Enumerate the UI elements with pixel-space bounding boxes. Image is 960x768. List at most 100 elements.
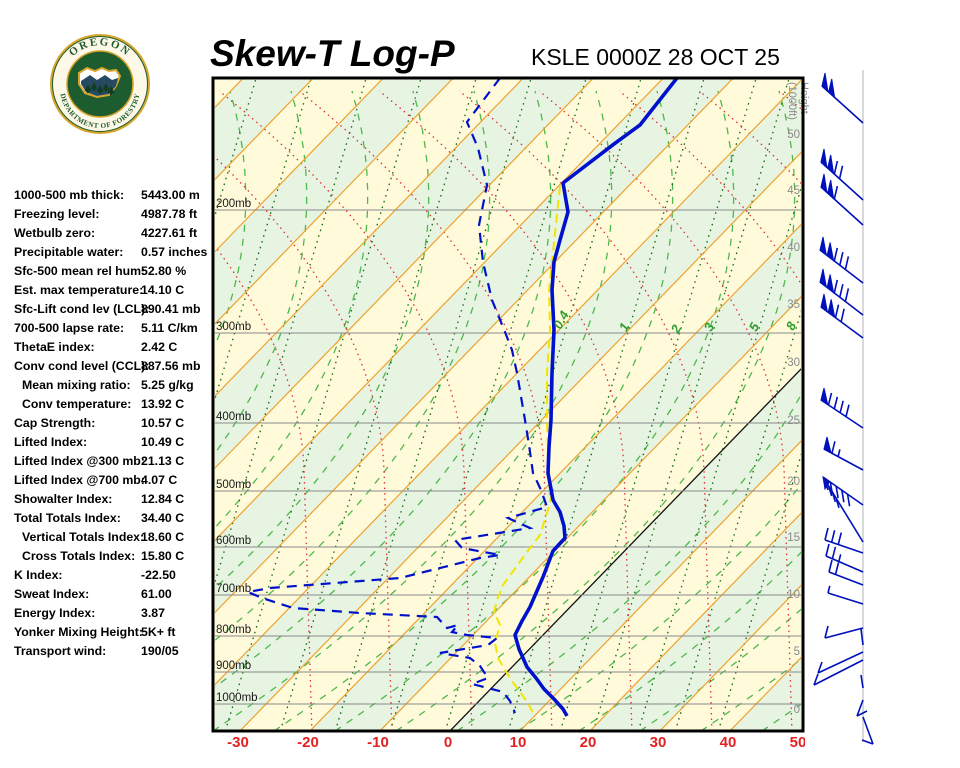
wind-barb bbox=[817, 651, 864, 674]
index-value: 18.60 C bbox=[141, 530, 185, 544]
index-label: Est. max temperature: bbox=[14, 283, 144, 297]
index-value: 190/05 bbox=[141, 644, 179, 658]
index-label: 700-500 lapse rate: bbox=[14, 321, 125, 335]
index-label: Cap Strength: bbox=[14, 416, 96, 430]
wind-barb bbox=[820, 293, 864, 339]
index-value: 2.42 C bbox=[141, 340, 178, 354]
index-label: Wetbulb zero: bbox=[14, 226, 96, 240]
chart-grid-lines bbox=[215, 79, 801, 730]
height-tick-label: 45 bbox=[787, 185, 800, 197]
index-row: 700-500 lapse rate: 5.11 C/km bbox=[14, 319, 214, 338]
pressure-label: 400mb bbox=[216, 411, 251, 423]
wind-barb bbox=[813, 659, 864, 686]
index-row: 1000-500 mb thick: 5443.00 m bbox=[14, 186, 214, 205]
index-row: Lifted Index: 10.49 C bbox=[14, 433, 214, 452]
pressure-label: 800mb bbox=[216, 624, 251, 636]
isotherms bbox=[215, 79, 801, 730]
height-tick-label: 5 bbox=[794, 646, 800, 658]
temp-tick-label: 10 bbox=[510, 734, 527, 751]
index-label: Conv cond level (CCL): bbox=[14, 359, 150, 373]
wind-barb bbox=[860, 628, 864, 646]
index-value: 52.80 % bbox=[141, 264, 187, 278]
dewpoint-trace-line bbox=[244, 79, 549, 714]
height-tick-label: 50 bbox=[787, 129, 800, 141]
index-value: 5.25 g/kg bbox=[141, 378, 194, 392]
index-label: Conv temperature: bbox=[22, 397, 132, 411]
index-label: Freezing level: bbox=[14, 207, 100, 221]
index-label: ThetaE index: bbox=[14, 340, 95, 354]
index-row: Transport wind: 190/05 bbox=[14, 642, 214, 661]
index-label: Energy Index: bbox=[14, 606, 96, 620]
sounding-profiles bbox=[244, 79, 679, 717]
index-row: Wetbulb zero: 4227.61 ft bbox=[14, 224, 214, 243]
pressure-label: 700mb bbox=[216, 583, 251, 595]
height-tick-label: 40 bbox=[787, 242, 800, 254]
index-value: 21.13 C bbox=[141, 454, 185, 468]
index-row: Sfc-500 mean rel hum: 52.80 % bbox=[14, 262, 214, 281]
wind-barb bbox=[824, 479, 864, 543]
page-title: Skew-T Log-P bbox=[210, 33, 455, 74]
height-tick-label: 20 bbox=[787, 476, 800, 488]
height-tick-label: 15 bbox=[787, 532, 800, 544]
wind-barb bbox=[825, 543, 864, 573]
index-value: 10.57 C bbox=[141, 416, 185, 430]
index-label: Precipitable water: bbox=[14, 245, 124, 259]
pressure-label: 900mb bbox=[216, 660, 251, 672]
index-label: Showalter Index: bbox=[14, 492, 113, 506]
index-label: Sfc-500 mean rel hum: bbox=[14, 264, 146, 278]
pressure-label: 300mb bbox=[216, 321, 251, 333]
index-row: Vertical Totals Index: 18.60 C bbox=[14, 528, 214, 547]
wind-barb bbox=[819, 236, 864, 284]
pressure-labels: 200mb 300mb 400mb 500mb 600mb 700mb 800mb 900mb… bbox=[216, 198, 258, 704]
index-value: 0.57 inches bbox=[141, 245, 208, 259]
index-row: Mean mixing ratio: 5.25 g/kg bbox=[14, 376, 214, 395]
index-label: Vertical Totals Index: bbox=[22, 530, 145, 544]
wind-barb bbox=[824, 527, 864, 554]
moist-adiabats bbox=[215, 90, 801, 730]
index-row: Energy Index: 3.87 bbox=[14, 604, 214, 623]
index-value: 5.11 C/km bbox=[141, 321, 198, 335]
index-row: Showalter Index: 12.84 C bbox=[14, 490, 214, 509]
pressure-label: 600mb bbox=[216, 535, 251, 547]
index-label: Mean mixing ratio: bbox=[22, 378, 131, 392]
temp-axis-labels: -30 -20 -10 0 10 20 30 40 50 bbox=[227, 734, 805, 751]
pressure-label: 200mb bbox=[216, 198, 251, 210]
temp-tick-label: -30 bbox=[227, 734, 249, 751]
temp-tick-label: 20 bbox=[580, 734, 597, 751]
wind-barb bbox=[821, 72, 864, 124]
index-row: Freezing level: 4987.78 ft bbox=[14, 205, 214, 224]
wind-barb bbox=[856, 699, 868, 717]
height-axis-title: (1000ft) bbox=[786, 82, 798, 120]
index-row: Conv cond level (CCL): 887.56 mb bbox=[14, 357, 214, 376]
height-tick-label: 10 bbox=[787, 589, 800, 601]
index-row: Sfc-Lift cond lev (LCL): 890.41 mb bbox=[14, 300, 214, 319]
temperature-trace-line bbox=[513, 79, 679, 717]
pressure-lines bbox=[215, 209, 801, 705]
height-tick-label: 0 bbox=[794, 704, 800, 716]
index-label: Sfc-Lift cond lev (LCL): bbox=[14, 302, 150, 316]
index-value: 12.84 C bbox=[141, 492, 185, 506]
index-row: Total Totals Index: 34.40 C bbox=[14, 509, 214, 528]
wind-barb bbox=[820, 173, 864, 226]
index-value: 4.07 C bbox=[141, 473, 178, 487]
index-value: -22.50 bbox=[141, 568, 176, 582]
chart-frame bbox=[211, 76, 805, 733]
height-tick-label: 30 bbox=[787, 357, 800, 369]
temp-tick-label: 40 bbox=[720, 734, 737, 751]
pressure-label: 500mb bbox=[216, 479, 251, 491]
index-value: 15.80 C bbox=[141, 549, 185, 563]
index-value: 10.49 C bbox=[141, 435, 185, 449]
index-value: 3.87 bbox=[141, 606, 165, 620]
index-value: 890.41 mb bbox=[141, 302, 201, 316]
index-label: Lifted Index @700 mb: bbox=[14, 473, 145, 487]
wind-barb bbox=[861, 716, 874, 745]
wind-barb bbox=[819, 268, 864, 316]
height-tick-label: 35 bbox=[787, 299, 800, 311]
index-value: 887.56 mb bbox=[141, 359, 201, 373]
pressure-label: 1000mb bbox=[216, 692, 258, 704]
index-label: Transport wind: bbox=[14, 644, 107, 658]
wind-barbs bbox=[813, 72, 874, 745]
index-label: 1000-500 mb thick: bbox=[14, 188, 125, 202]
